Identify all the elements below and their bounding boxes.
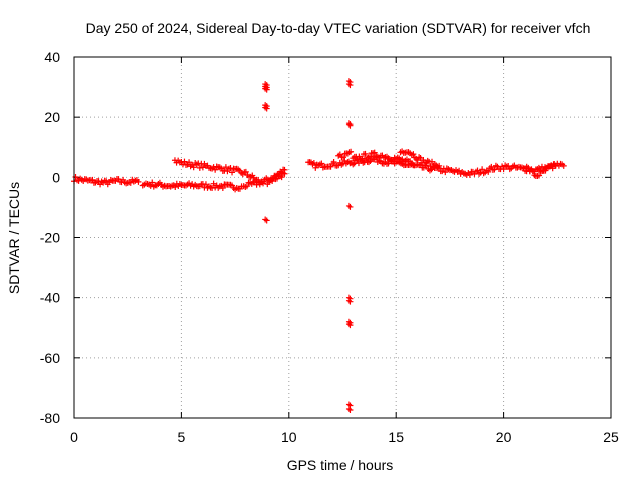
data-point (410, 162, 417, 169)
data-point (410, 151, 417, 158)
x-tick-label: 25 (603, 429, 619, 445)
data-point (348, 148, 355, 155)
data-point (278, 174, 285, 181)
x-tick-label: 0 (70, 429, 78, 445)
chart-title: Day 250 of 2024, Sidereal Day-to-day VTE… (86, 20, 591, 36)
data-point (210, 180, 217, 187)
x-axis-label: GPS time / hours (287, 457, 394, 473)
axis-ticks: 0 5 10 15 20 25 -80 -60 -40 -20 0 20 40 (40, 49, 619, 445)
outlier-point (263, 84, 270, 91)
data-point (135, 178, 142, 185)
data-point (479, 166, 486, 173)
data-point (466, 171, 473, 178)
data-point (243, 183, 250, 190)
data-point (340, 154, 347, 161)
data-point (456, 167, 463, 174)
outlier-point (347, 298, 354, 305)
data-point (242, 168, 249, 175)
data-point (552, 162, 559, 169)
data-point (330, 159, 337, 166)
data-point (202, 181, 209, 188)
data-point (525, 164, 532, 171)
data-point (149, 179, 156, 186)
outlier-point (347, 122, 354, 129)
y-axis-label: SDTVAR / TECUs (6, 182, 22, 294)
outlier-point (347, 322, 354, 329)
data-point (385, 160, 392, 167)
outlier-point (347, 82, 354, 89)
data-point (500, 166, 507, 173)
data-point (560, 162, 567, 169)
data-point (371, 149, 378, 156)
data-point (127, 179, 134, 186)
data-point (442, 169, 449, 176)
x-tick-label: 15 (388, 429, 404, 445)
y-tick-label: 0 (52, 169, 60, 185)
data-point (529, 168, 536, 175)
x-tick-label: 5 (178, 429, 186, 445)
data-point (190, 164, 197, 171)
y-tick-label: -20 (40, 230, 60, 246)
data-point (436, 162, 443, 169)
data-point (474, 167, 481, 174)
y-tick-label: -40 (40, 290, 60, 306)
y-tick-label: -80 (40, 410, 60, 426)
data-point (212, 166, 219, 173)
data-point (222, 164, 229, 171)
outlier-point (347, 406, 354, 413)
data-point (181, 158, 188, 165)
data-point (318, 160, 325, 167)
data-point (199, 164, 206, 171)
data-point (186, 159, 193, 166)
data-point (269, 178, 276, 185)
data-point (488, 163, 495, 170)
outlier-point (263, 217, 270, 224)
data-point (172, 184, 179, 191)
data-point (281, 170, 288, 177)
y-tick-label: 20 (44, 109, 60, 125)
x-tick-label: 20 (496, 429, 512, 445)
y-tick-label: -60 (40, 350, 60, 366)
x-tick-label: 10 (281, 429, 297, 445)
data-point (536, 172, 543, 179)
y-tick-label: 40 (44, 49, 60, 65)
outlier-point (263, 105, 270, 112)
data-point (485, 168, 492, 175)
data-point (219, 185, 226, 192)
outlier-point (347, 203, 354, 210)
data-points (71, 78, 567, 413)
data-point (367, 153, 374, 160)
data-point (103, 178, 110, 185)
data-point (362, 150, 369, 157)
grid-lines (74, 57, 611, 418)
plot-frame (73, 56, 612, 419)
data-point (229, 169, 236, 176)
